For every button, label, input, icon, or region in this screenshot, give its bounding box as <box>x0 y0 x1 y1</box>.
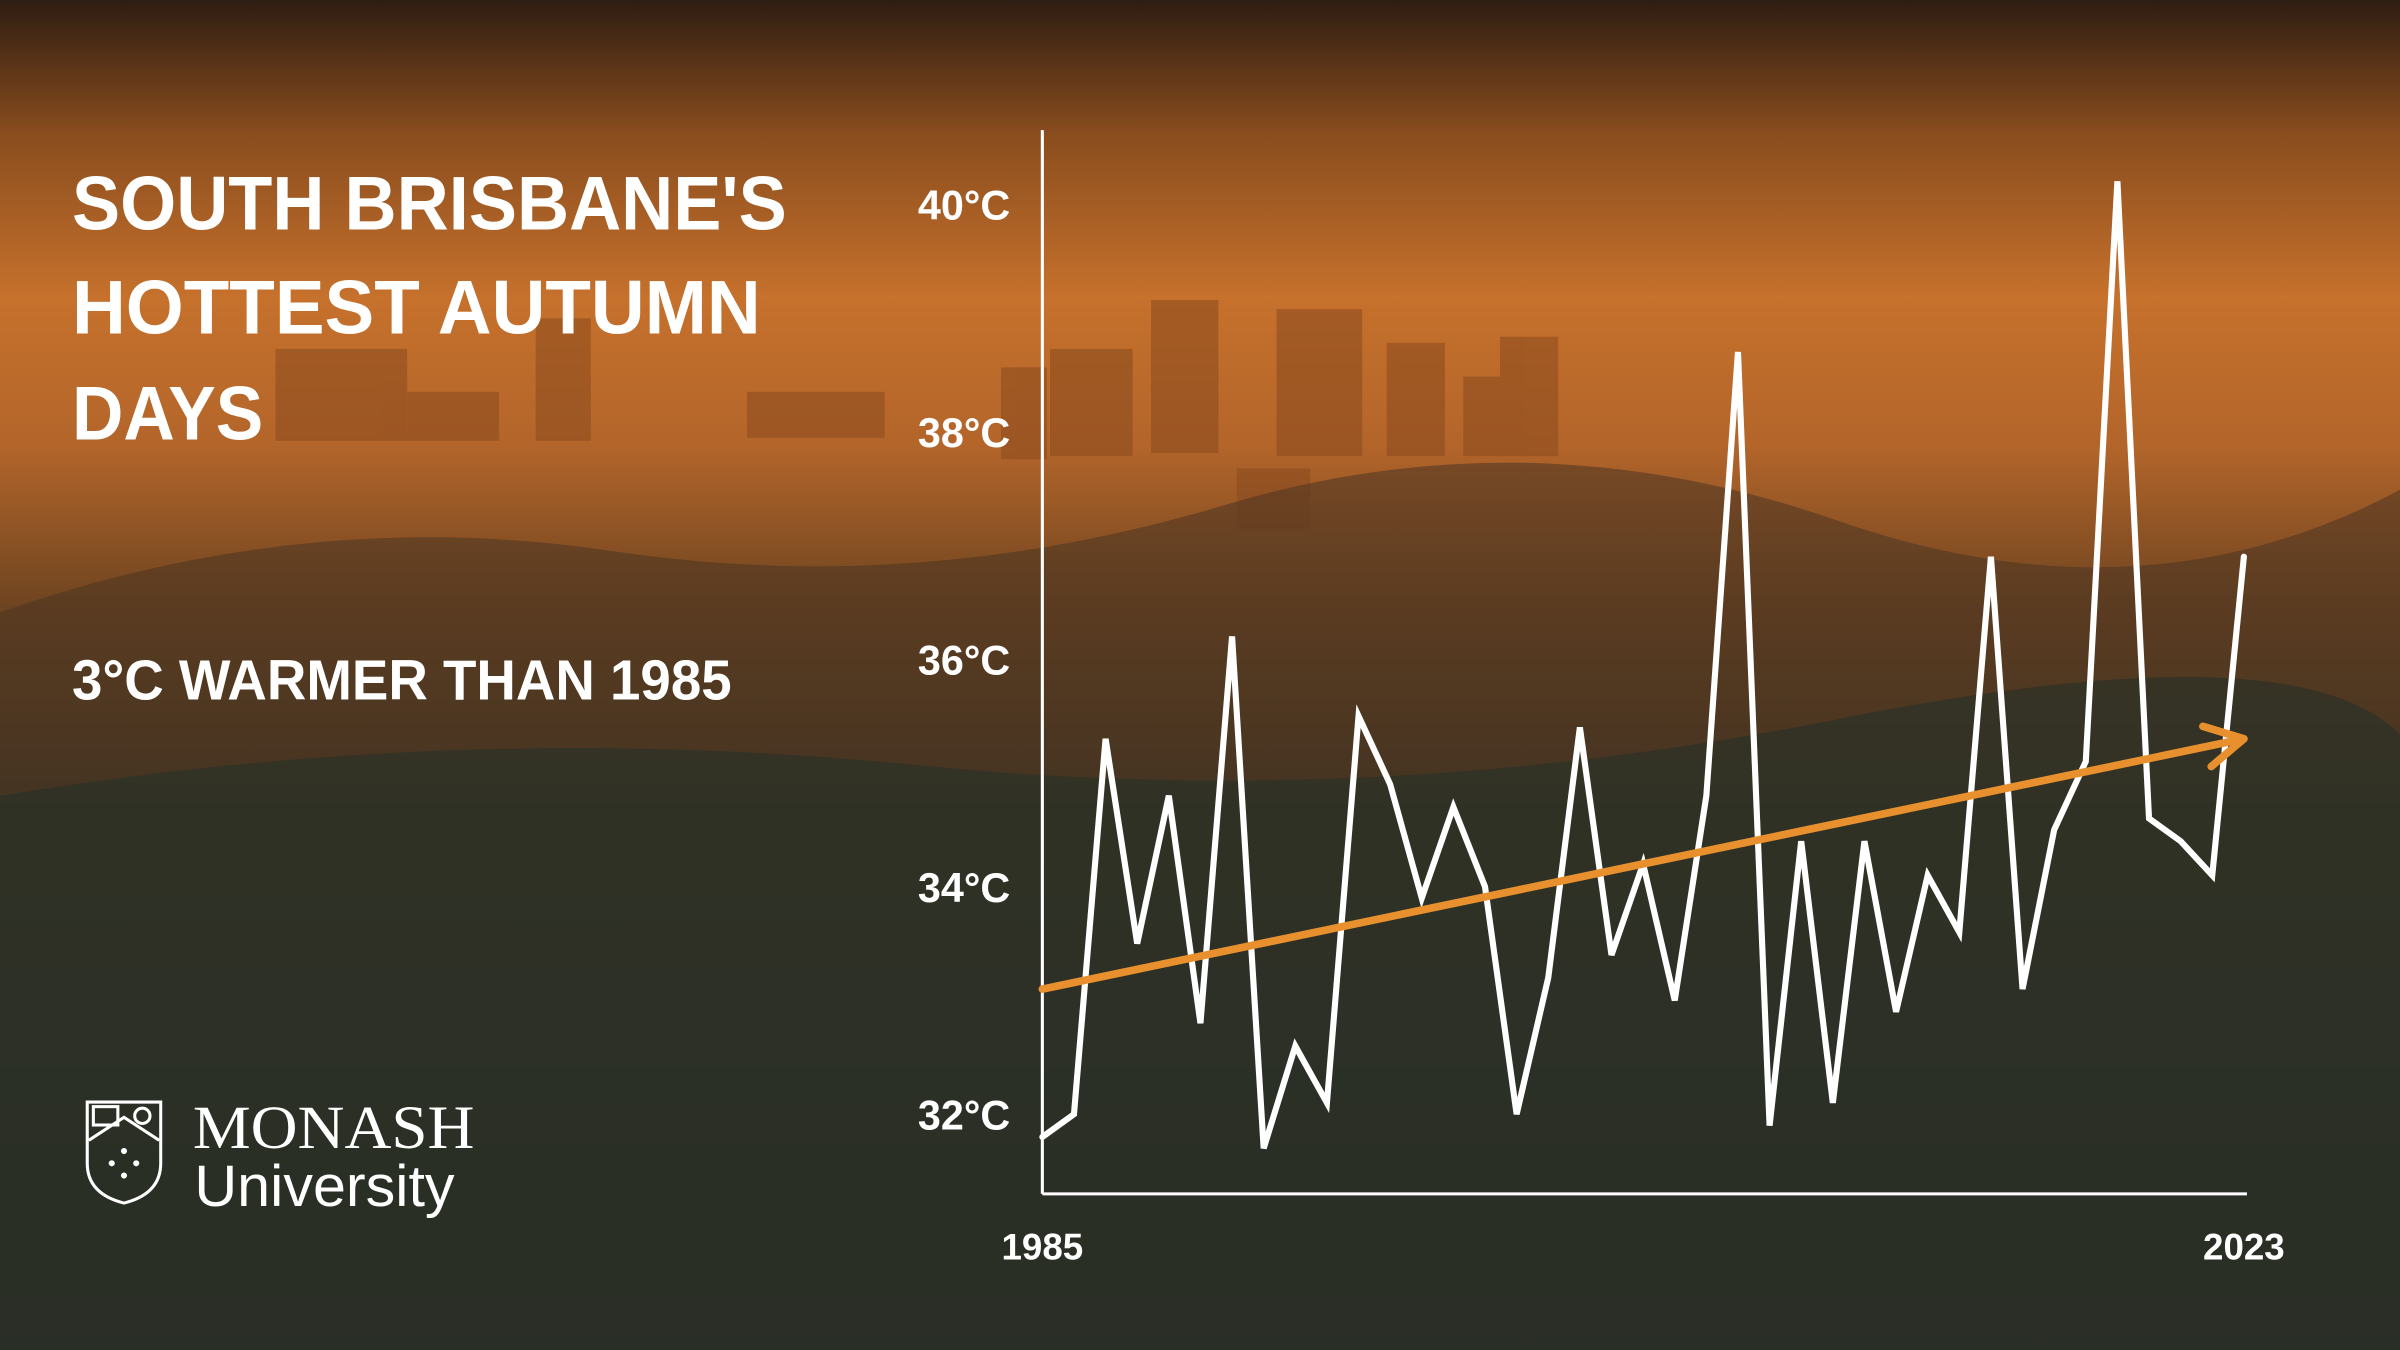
title-line: SOUTH BRISBANE'S <box>72 162 787 247</box>
logo-book <box>91 1105 120 1127</box>
y-tick-label: 36°C <box>918 637 1010 683</box>
title-line: DAYS <box>72 371 263 456</box>
plot: 32°C 34°C 36°C 38°C 40°C 1985 2023 <box>918 181 2285 1268</box>
y-tick-label: 38°C <box>918 410 1010 456</box>
logo-name: MONASH <box>193 1094 475 1162</box>
logo-shield <box>85 1100 163 1205</box>
y-tick-label: 32°C <box>918 1093 1010 1139</box>
logo-chevron <box>87 1115 161 1142</box>
logo-emblem <box>133 1106 152 1125</box>
skyline <box>275 300 1559 530</box>
title-line: HOTTEST AUTUMN <box>72 266 761 351</box>
x-tick-label: 2023 <box>2203 1227 2285 1268</box>
logo-sub: University <box>194 1154 454 1219</box>
trend-arrowhead <box>2199 722 2248 771</box>
x-tick-label: 1985 <box>1002 1227 1084 1268</box>
y-tick-label: 34°C <box>918 865 1010 911</box>
trend-line <box>1038 734 2248 993</box>
logo <box>85 1100 163 1205</box>
y-tick-label: 40°C <box>918 182 1010 228</box>
subtitle: 3°C WARMER THAN 1985 <box>72 649 732 712</box>
